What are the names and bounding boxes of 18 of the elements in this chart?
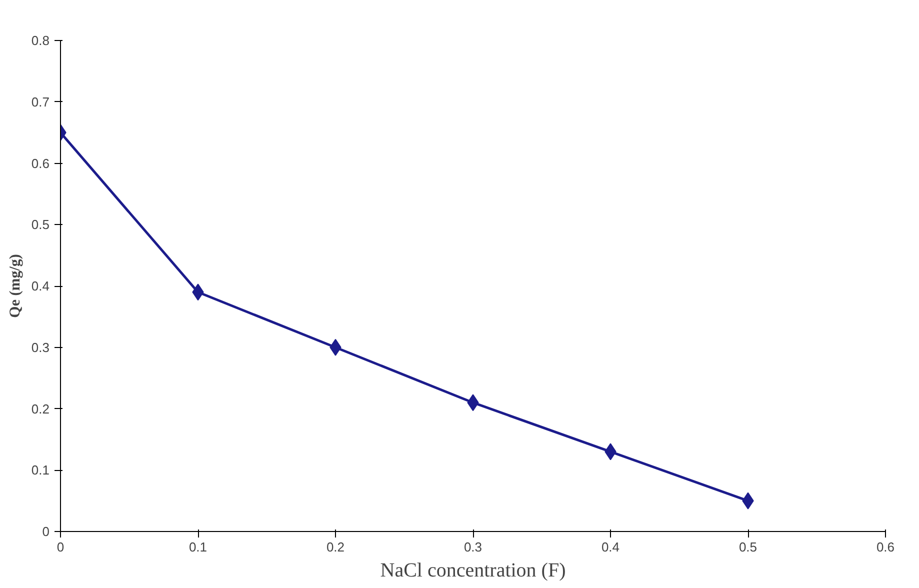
- x-tick-label: 0: [56, 540, 64, 554]
- x-tick-label: 0.5: [738, 540, 758, 554]
- y-tick-label: 0.2: [31, 401, 50, 416]
- y-tick-label: 0.6: [31, 156, 50, 171]
- x-tick-label: 0.3: [464, 540, 482, 554]
- x-tick-label: 0.2: [326, 540, 345, 554]
- x-tick-label: 0.6: [876, 540, 895, 554]
- y-tick-label: 0.3: [31, 340, 50, 355]
- x-axis-title: NaCl concentration (F): [380, 560, 566, 582]
- y-tick-label: 0.1: [31, 462, 50, 478]
- y-tick-label: 0.8: [31, 33, 50, 48]
- y-tick-label: 0.5: [31, 217, 50, 232]
- y-tick-label: 0.7: [31, 94, 50, 110]
- y-axis-title: Qe (mg/g): [7, 254, 24, 318]
- x-tick-label: 0.4: [601, 540, 620, 554]
- x-tick-label: 0.1: [188, 540, 208, 554]
- y-tick-label: 0.4: [31, 278, 50, 294]
- y-tick-label: 0: [42, 524, 50, 539]
